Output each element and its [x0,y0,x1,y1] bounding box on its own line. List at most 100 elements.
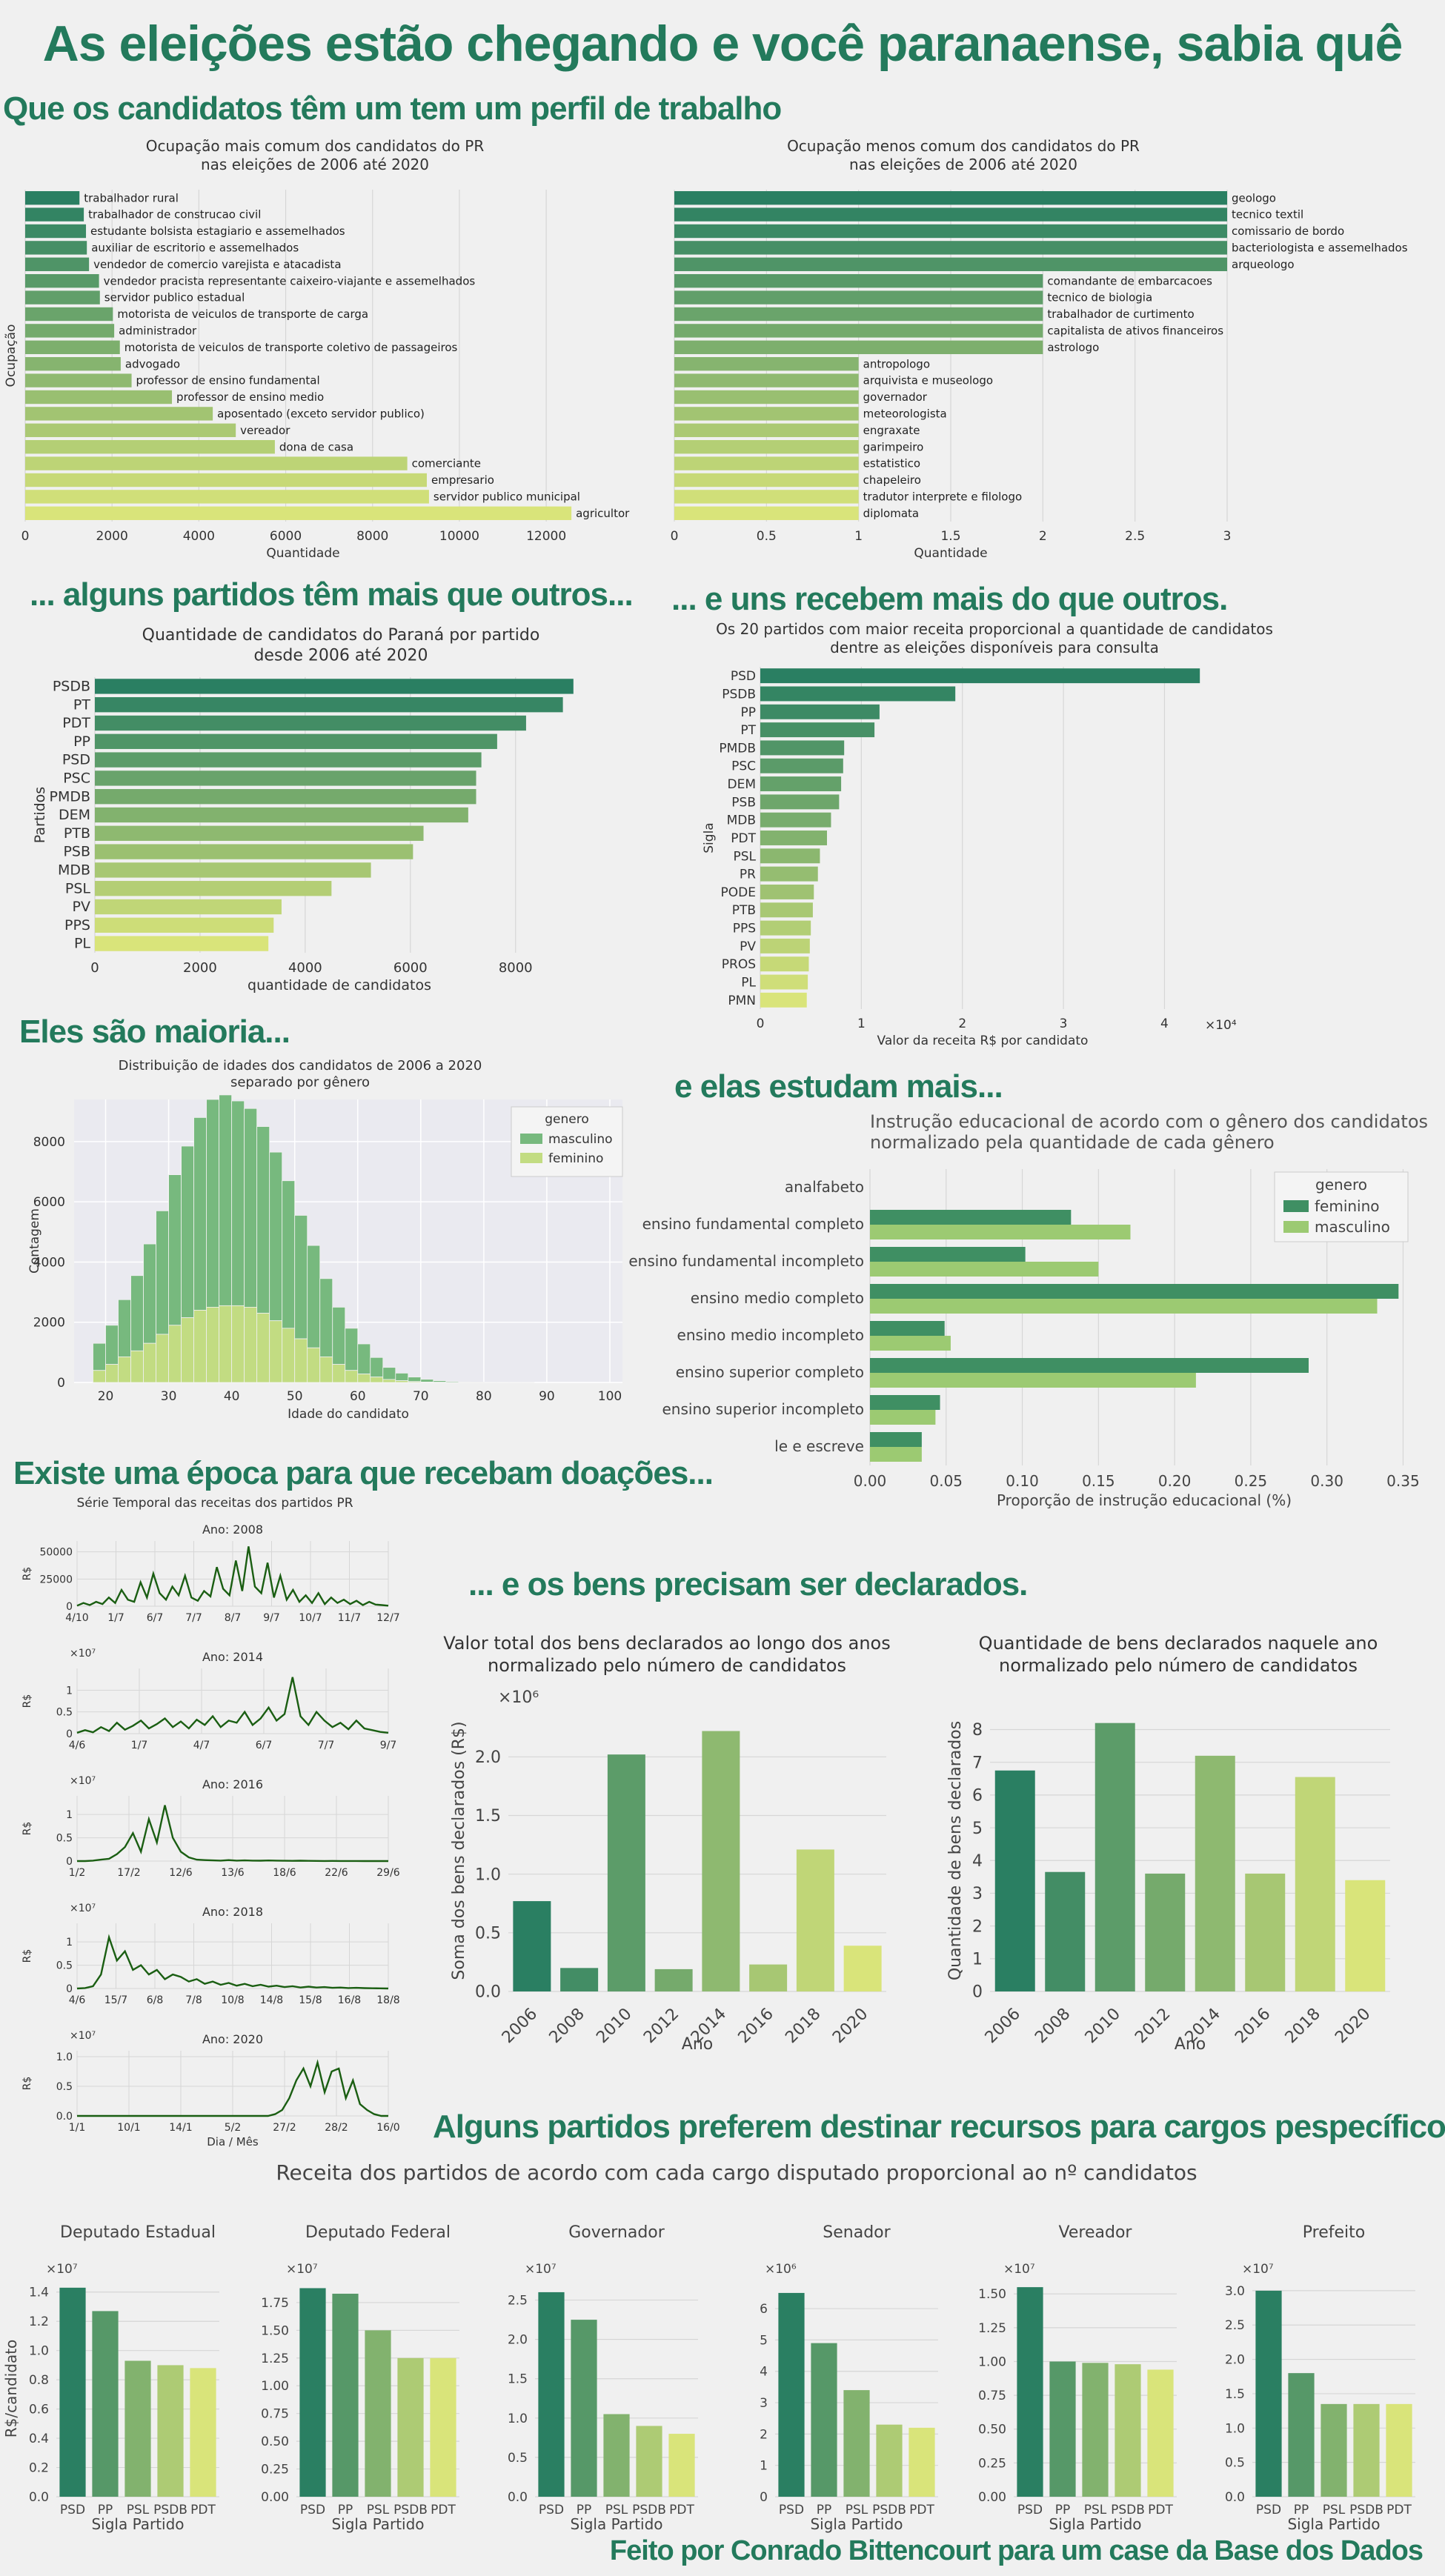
y-tick-label: PSDB [53,679,90,695]
bar [674,241,1227,255]
bar [1386,2403,1412,2497]
y-tick-label: PP [73,733,90,750]
y-tick-label: 7 [972,1754,983,1772]
x-tick-label: 4/6 [69,1994,86,2006]
bar [674,373,859,387]
y-scale-label: ×10⁷ [70,1775,96,1787]
x-tick-label: 11/7 [338,1612,361,1624]
y-tick-label: PODE [721,885,756,900]
bar [1145,1873,1186,1991]
x-axis-label: Sigla Partido [1287,2515,1380,2533]
bar [760,866,818,882]
bar [674,207,1227,222]
histogram-bar-feminino [319,1357,333,1383]
chart-title: Série Temporal das receitas dos partidos… [76,1496,353,1511]
histogram-bar-feminino [181,1317,195,1383]
bar-masculino [870,1262,1099,1277]
y-tick-label: DEM [728,777,757,792]
bar [25,473,427,487]
x-tick-label: 2 [1039,529,1047,544]
histogram-bar-feminino [105,1364,119,1383]
bar [538,2292,565,2497]
histogram-bar-masculino [118,1299,131,1357]
x-tick-label: PSD [300,2503,325,2517]
y-tick-label: 0.5 [508,2451,528,2466]
x-tick-label: PSDB [1111,2503,1145,2517]
y-tick-label: PPS [733,922,756,936]
bar [365,2330,391,2497]
chart-title: normalizado pelo número de candidatos [999,1655,1358,1676]
bar-feminino [870,1247,1026,1262]
y-tick-label: PSC [63,771,90,787]
histogram-bar-feminino [219,1305,233,1383]
x-tick-label: PSL [846,2503,868,2517]
y-tick-label: 1.50 [261,2323,289,2338]
x-tick-label: PSD [779,2503,804,2517]
y-tick-label: 1.50 [978,2287,1006,2302]
chart-party-revenue: Os 20 partidos com maior receita proporc… [702,620,1273,1048]
bar [25,357,121,371]
bar [674,390,859,405]
y-tick-label: 0.50 [978,2423,1006,2437]
x-tick-label: 8000 [356,529,388,544]
legend-swatch [520,1134,542,1144]
bar-masculino [870,1447,922,1462]
histogram-bar-masculino [206,1099,220,1308]
x-tick-label: 15/8 [299,1994,322,2006]
bar-masculino [870,1410,936,1425]
y-tick-label: 0.8 [29,2373,49,2388]
chart-title: dentre as eleições disponíveis para cons… [830,639,1159,656]
bar [749,1964,788,1991]
bar [702,1731,740,1991]
legend-label: masculino [1315,1218,1390,1236]
x-tick-label: 3 [1060,1016,1068,1031]
y-axis-label: R$ [21,1694,33,1708]
y-tick-label: PSL [65,880,91,896]
bar [95,679,574,694]
y-tick-label: 0.0 [29,2490,49,2505]
y-axis-label: R$ [21,1949,33,1963]
legend-swatch [1283,1221,1309,1233]
y-tick-label: 0.25 [261,2463,289,2477]
x-tick-label: PSD [539,2503,564,2517]
x-tick-label: 14/1 [169,2122,192,2134]
bar-masculino [870,1225,1131,1239]
bar-masculino [870,1373,1196,1388]
bar [25,307,113,322]
x-axis-label: Sigla Partido [570,2515,662,2533]
y-tick-label: 1.5 [508,2372,528,2387]
x-tick-label: 4000 [183,529,215,544]
footer-credit: Feito por Conrado Bittencourt para um ca… [609,2535,1424,2566]
histogram-bar-masculino [357,1343,371,1375]
bar [430,2357,456,2497]
y-tick-label: 2.0 [1225,2353,1245,2368]
bar-label: motorista de veiculos de transporte de c… [117,307,368,321]
bar-label: garimpeiro [863,440,924,453]
bar-label: estatistico [863,457,920,470]
panel-title: Senador [823,2223,891,2242]
bar-label: bacteriologista e assemelhados [1232,242,1408,255]
x-tick-label: 1.5 [940,529,960,544]
histogram-bar-feminino [156,1334,169,1383]
bar [607,1754,645,1991]
bar-label: servidor publico estadual [104,291,245,304]
bar [668,2434,695,2497]
bar [25,241,87,255]
chart-title: separado por gênero [230,1075,370,1091]
bar [760,848,820,864]
x-tick-label: 20 [98,1389,114,1404]
y-tick-label: 0 [66,1728,73,1740]
bar [760,884,814,899]
bar-label: tecnico de biologia [1047,291,1152,304]
chart-party-count: Quantidade de candidatos do Paraná por p… [32,626,574,994]
y-tick-label: PP [740,705,756,720]
x-tick-label: 2016 [1232,2005,1274,2047]
y-tick-label: PSB [63,844,90,860]
bar [190,2368,216,2497]
bar [124,2360,151,2497]
y-tick-label: DEM [59,807,90,823]
y-tick-label: 0.00 [978,2490,1006,2505]
chart-title: desde 2006 até 2020 [253,647,428,665]
histogram-bar-masculino [130,1275,144,1351]
y-tick-label: 0.5 [475,1925,501,1943]
